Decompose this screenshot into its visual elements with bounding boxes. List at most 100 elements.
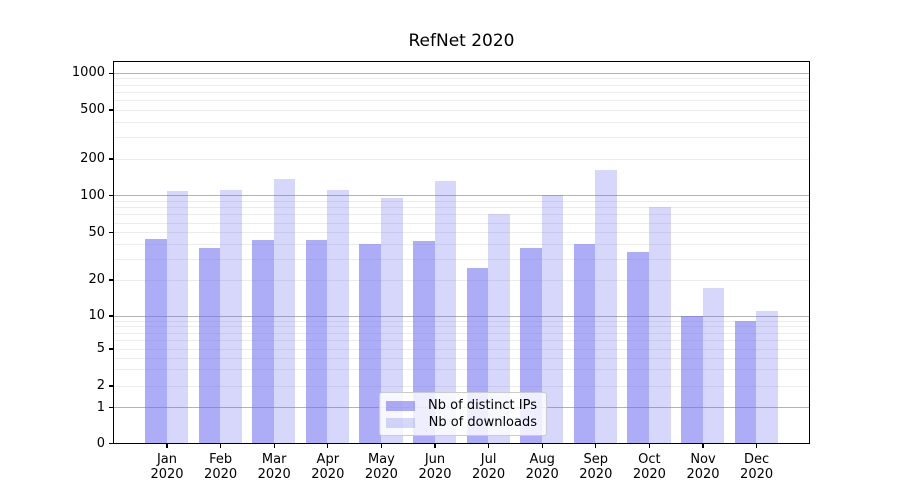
bar-distinct-ips-jan <box>145 238 167 444</box>
gridline-minor <box>114 158 809 160</box>
x-tick-mark <box>541 444 543 448</box>
gridline-major <box>114 195 809 197</box>
bar-downloads-mar <box>273 178 296 444</box>
y-tick-label: 2 <box>96 378 105 393</box>
gridline-minor <box>114 91 809 93</box>
x-tick-label: Jul 2020 <box>472 452 506 482</box>
bar-distinct-ips-sep <box>573 243 596 444</box>
bar-downloads-dec <box>756 310 778 444</box>
y-tick-mark <box>108 72 113 74</box>
gridline-minor <box>114 222 809 224</box>
y-tick-mark <box>108 442 113 445</box>
bar-distinct-ips-oct <box>627 252 649 444</box>
bar-downloads-jun <box>434 181 457 444</box>
y-tick-mark <box>108 407 113 409</box>
gridline-minor <box>114 84 809 86</box>
y-tick-label: 5 <box>96 341 105 356</box>
gridline-minor <box>114 332 809 334</box>
x-tick-mark <box>166 444 168 448</box>
legend-entry-distinct-ips: Nb of distinct IPs <box>386 398 537 413</box>
y-tick-label: 1 <box>96 399 105 415</box>
x-tick-label: Oct 2020 <box>632 452 666 482</box>
bar-downloads-feb <box>220 190 242 444</box>
gridline-minor <box>114 369 809 371</box>
x-tick-mark <box>327 444 329 448</box>
x-tick-label: Nov 2020 <box>686 452 720 482</box>
gridline-minor <box>114 109 809 111</box>
gridline-minor <box>114 232 809 234</box>
x-tick-label: Sep 2020 <box>579 452 613 482</box>
gridline-minor <box>114 243 809 245</box>
bar-downloads-nov <box>702 288 725 444</box>
y-tick-label: 200 <box>80 151 105 166</box>
plot-area <box>113 61 810 444</box>
gridline-minor <box>114 99 809 101</box>
gridline-minor <box>114 326 809 328</box>
gridline-minor <box>114 320 809 322</box>
bar-distinct-ips-mar <box>252 240 274 444</box>
y-tick-label: 100 <box>80 187 105 203</box>
x-tick-mark <box>380 444 382 448</box>
gridline-minor <box>114 348 809 350</box>
y-tick-mark <box>108 109 113 111</box>
y-tick-mark <box>108 348 113 350</box>
bar-downloads-oct <box>649 207 671 444</box>
x-tick-mark <box>756 444 758 448</box>
y-tick-label: 1000 <box>71 65 105 81</box>
y-tick-mark <box>108 315 113 317</box>
x-tick-mark <box>488 444 490 448</box>
gridline-minor <box>114 136 809 138</box>
y-tick-mark <box>108 158 113 160</box>
x-tick-label: Apr 2020 <box>311 452 345 482</box>
y-tick-label: 20 <box>88 272 105 287</box>
x-tick-label: Dec 2020 <box>740 452 774 482</box>
bar-downloads-jan <box>166 191 189 444</box>
x-tick-label: Mar 2020 <box>257 452 291 482</box>
y-tick-label: 10 <box>88 308 105 323</box>
bar-downloads-jul <box>488 214 510 444</box>
x-tick-mark <box>273 444 275 448</box>
gridline-minor <box>114 385 809 387</box>
gridline-minor <box>114 339 809 341</box>
gridline-minor <box>114 207 809 209</box>
bar-downloads-apr <box>327 190 349 444</box>
y-tick-label: 0 <box>96 435 105 451</box>
bar-distinct-ips-dec <box>734 320 757 444</box>
legend-swatch-distinct-ips <box>386 400 415 411</box>
bar-distinct-ips-apr <box>305 240 328 444</box>
bar-downloads-aug <box>541 195 564 444</box>
legend-label-downloads: Nb of downloads <box>428 415 537 430</box>
y-tick-mark <box>108 195 113 197</box>
x-tick-label: May 2020 <box>364 452 398 482</box>
legend-entry-downloads: Nb of downloads <box>386 415 537 430</box>
legend-label-distinct-ips: Nb of distinct IPs <box>428 398 537 413</box>
bar-distinct-ips-may <box>359 243 381 444</box>
x-tick-mark <box>648 444 650 448</box>
bar-distinct-ips-feb <box>198 247 221 444</box>
bar-distinct-ips-nov <box>681 315 703 444</box>
gridline-minor <box>114 258 809 260</box>
x-tick-label: Jan 2020 <box>150 452 184 482</box>
legend-swatch-downloads <box>386 417 415 428</box>
chart-title: RefNet 2020 <box>408 31 515 51</box>
x-tick-mark <box>595 444 597 448</box>
bar-downloads-may <box>381 198 403 444</box>
gridline-minor <box>114 214 809 216</box>
gridline-major <box>114 72 809 74</box>
y-tick-mark <box>108 232 113 234</box>
gridline-minor <box>114 279 809 281</box>
x-tick-label: Jun 2020 <box>418 452 452 482</box>
x-tick-label: Aug 2020 <box>525 452 559 482</box>
legend: Nb of distinct IPs Nb of downloads <box>379 392 547 436</box>
x-tick-mark <box>220 444 222 448</box>
gridline-minor <box>114 200 809 202</box>
gridline-minor <box>114 78 809 80</box>
y-tick-label: 50 <box>88 224 105 240</box>
y-tick-mark <box>108 279 113 281</box>
x-tick-mark <box>434 444 436 448</box>
y-tick-label: 500 <box>80 102 105 117</box>
x-tick-mark <box>702 444 704 448</box>
y-tick-mark <box>108 385 113 387</box>
gridline-minor <box>114 121 809 123</box>
